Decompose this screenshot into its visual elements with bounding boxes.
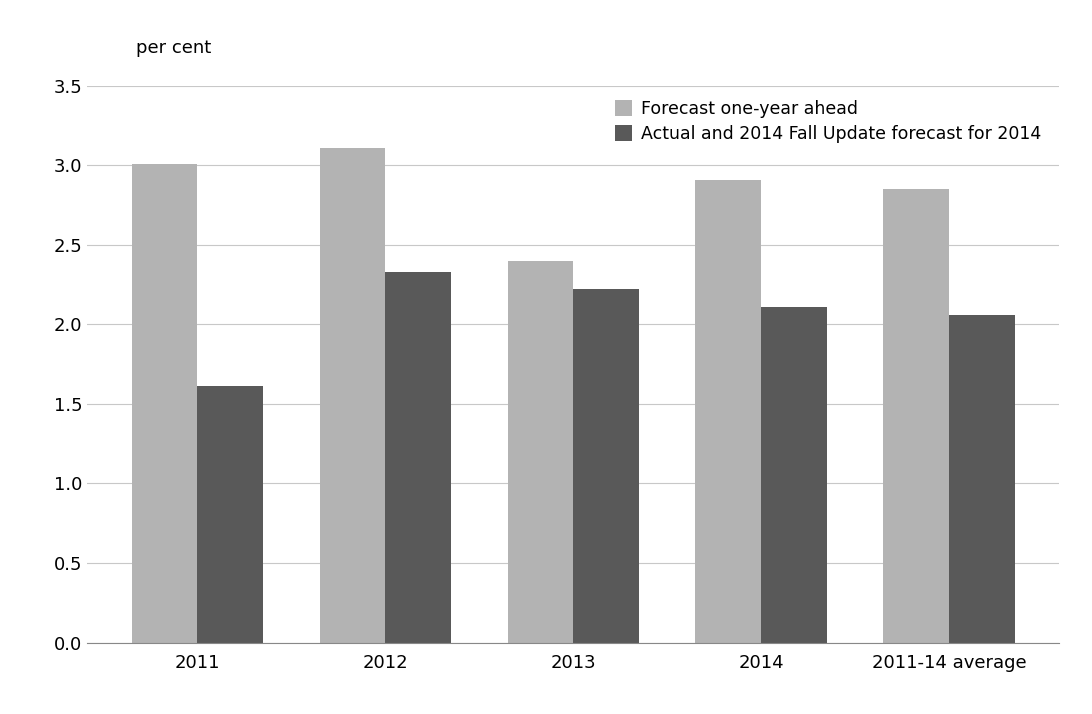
Bar [508,261,573,643]
Bar [198,386,263,643]
Bar [696,179,761,643]
Bar [320,148,385,643]
Bar [131,164,198,643]
Bar [761,307,827,643]
Legend: Forecast one-year ahead, Actual and 2014 Fall Update forecast for 2014: Forecast one-year ahead, Actual and 2014… [615,100,1041,143]
Bar [883,189,949,643]
Bar [385,272,451,643]
Bar [573,289,639,643]
Text: per cent: per cent [136,39,212,57]
Bar [949,315,1016,643]
